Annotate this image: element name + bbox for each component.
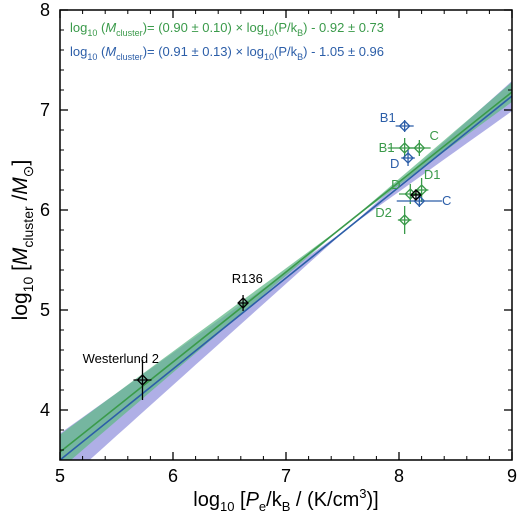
fit-line-blue [60,95,512,460]
diamond-marker [398,214,411,226]
data-points [133,120,442,400]
data-point [401,150,415,166]
point-label: D [390,156,399,171]
point-label: Westerlund 2 [83,351,159,366]
data-point [395,120,414,132]
x-tick-label: 9 [507,466,517,486]
tick-labels: 5 6 7 8 9 4 5 6 7 8 [40,0,517,486]
y-tick-label: 8 [40,0,50,20]
data-point [410,189,422,201]
x-axis-label: log10 [Pe/kB / (K/cm3)] [193,486,378,514]
data-point [408,140,431,156]
point-label: C [430,128,439,143]
y-axis-label: log10 [Mcluster /M⊙] [9,160,36,321]
point-label: C [442,193,451,208]
y-tick-label: 6 [40,200,50,220]
fit-lines [60,91,512,460]
data-point [133,360,152,400]
fit-equation-green: log10 (Mcluster)= (0.90 ± 0.10) × log10(… [70,20,384,38]
fit-equation-blue: log10 (Mcluster)= (0.91 ± 0.13) × log10(… [70,44,384,62]
diamond-marker [237,297,249,309]
x-tick-label: 5 [55,466,65,486]
diamond-marker [398,120,411,132]
diamond-marker [402,152,414,164]
point-label: B1 [380,110,396,125]
diamond-marker [136,374,149,386]
x-tick-label: 8 [394,466,404,486]
y-tick-label: 4 [40,400,50,420]
diamond-marker [410,189,422,201]
confidence-band-green [60,82,512,460]
diamond-marker [413,142,426,154]
y-tick-label: 7 [40,100,50,120]
data-point [237,295,249,311]
fit-line-green [60,91,512,453]
point-label: D1 [424,167,441,182]
point-label: B1 [379,140,395,155]
data-point [397,206,412,234]
point-label: D2 [375,205,392,220]
y-tick-label: 5 [40,300,50,320]
diamond-marker [398,142,411,154]
x-tick-label: 7 [281,466,291,486]
point-label: D [391,177,400,192]
point-label: R136 [232,271,263,286]
x-tick-label: 6 [168,466,178,486]
axis-ticks [59,9,513,460]
confidence-bands [60,80,512,460]
